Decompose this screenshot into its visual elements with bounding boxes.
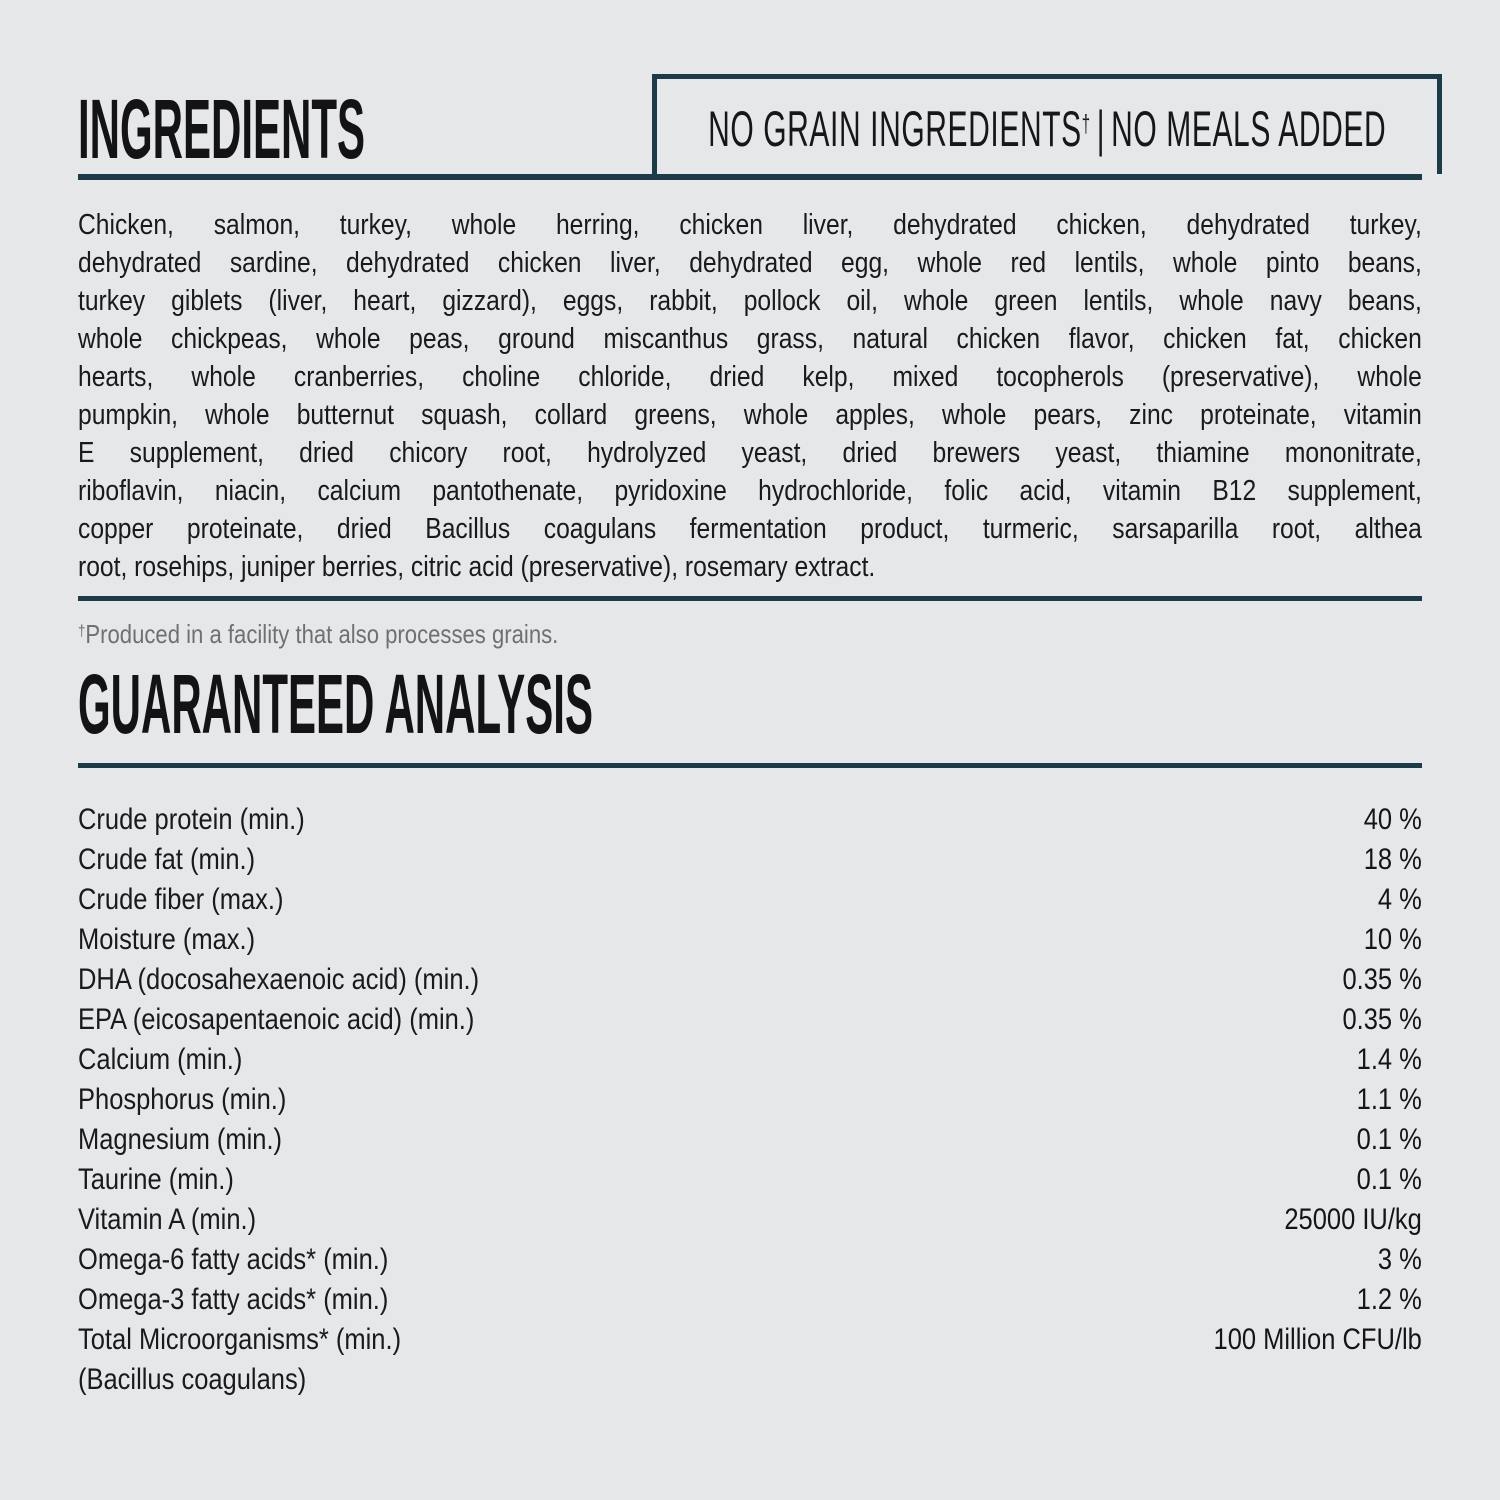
analysis-value: 1.2 % [1356,1283,1422,1317]
ingredients-line: dehydrated sardine, dehydrated chicken l… [78,247,1422,279]
table-row: Total Microorganisms* (min.) 100 Million … [78,1320,1422,1360]
table-row: (Bacillus coagulans) [78,1360,1422,1400]
table-row: Crude fat (min.) 18 % [78,840,1422,880]
analysis-value: 4 % [1377,883,1422,917]
divider-rule [78,763,1422,769]
table-row: Crude fiber (max.) 4 % [78,880,1422,920]
table-row: Vitamin A (min.) 25000 IU/kg [78,1200,1422,1240]
analysis-value: 18 % [1363,843,1422,877]
ingredients-header: INGREDIENTS NO GRAIN INGREDIENTS† | NO MEA… [78,74,1443,180]
ingredients-line: riboflavin, niacin, calcium pantothenate… [78,475,1422,507]
ingredients-line: whole chickpeas, whole peas, ground misc… [78,323,1422,355]
analysis-value: 40 % [1363,803,1422,837]
ingredients-line: root, rosehips, juniper berries, citric … [78,551,876,583]
analysis-value: 1.1 % [1356,1083,1422,1117]
analysis-value: 10 % [1363,923,1422,957]
analysis-label: EPA (eicosapentaenoic acid) (min.) [78,1003,475,1037]
badge-left-text: NO GRAIN INGREDIENTS [707,100,1082,157]
table-row: Moisture (max.) 10 % [78,920,1422,960]
ingredients-line: pumpkin, whole butternut squash, collard… [78,399,1422,431]
analysis-label: Crude fat (min.) [78,843,256,877]
analysis-value: 0.35 % [1342,963,1422,997]
analysis-label: Crude fiber (max.) [78,883,284,917]
ingredients-line: turkey giblets (liver, heart, gizzard), … [78,285,1422,317]
table-row: Calcium (min.) 1.4 % [78,1040,1422,1080]
analysis-label: Vitamin A (min.) [78,1203,257,1237]
analysis-label: Taurine (min.) [78,1163,234,1197]
table-row: Omega-3 fatty acids* (min.) 1.2 % [78,1280,1422,1320]
analysis-label: Omega-6 fatty acids* (min.) [78,1243,389,1277]
ingredients-line: Chicken, salmon, turkey, whole herring, … [78,209,1422,241]
analysis-value: 1.4 % [1356,1043,1422,1077]
ingredients-section: INGREDIENTS NO GRAIN INGREDIENTS† | NO MEA… [78,74,1443,651]
no-grain-badge: NO GRAIN INGREDIENTS† | NO MEALS ADDED [652,74,1443,174]
analysis-value: 3 % [1377,1243,1422,1277]
table-row: Crude protein (min.) 40 % [78,800,1422,840]
analysis-label: Crude protein (min.) [78,803,305,837]
ingredients-line: E supplement, dried chicory root, hydrol… [78,437,1422,469]
no-grain-badge-text: NO GRAIN INGREDIENTS† | NO MEALS ADDED [708,99,1386,154]
table-row: Taurine (min.) 0.1 % [78,1160,1422,1200]
badge-dagger: † [1081,110,1091,139]
ingredients-line: copper proteinate, dried Bacillus coagul… [78,513,1422,545]
table-row: Magnesium (min.) 0.1 % [78,1120,1422,1160]
footnote-dagger: † [78,623,86,640]
analysis-label: Total Microorganisms* (min.) [78,1323,402,1357]
analysis-label: Moisture (max.) [78,923,256,957]
analysis-value: 100 Million CFU/lb [1213,1323,1422,1357]
badge-right-text: NO MEALS ADDED [1111,100,1387,157]
analysis-label: Omega-3 fatty acids* (min.) [78,1283,389,1317]
analysis-label: DHA (docosahexaenoic acid) (min.) [78,963,480,997]
grain-footnote: †Produced in a facility that also proces… [78,615,1422,651]
analysis-label: (Bacillus coagulans) [78,1363,307,1397]
badge-separator: | [1096,100,1106,157]
guaranteed-analysis-title: GUARANTEED ANALYSIS [78,657,593,752]
ingredients-paragraph: Chicken, salmon, turkey, whole herring, … [78,206,1422,586]
table-row: Phosphorus (min.) 1.1 % [78,1080,1422,1120]
analysis-value: 0.1 % [1356,1163,1422,1197]
divider-rule [78,596,1422,601]
analysis-value: 25000 IU/kg [1284,1203,1422,1237]
ingredients-title: INGREDIENTS [78,82,366,176]
analysis-value: 0.35 % [1342,1003,1422,1037]
table-row: DHA (docosahexaenoic acid) (min.) 0.35 % [78,960,1422,1000]
analysis-label: Magnesium (min.) [78,1123,283,1157]
analysis-value: 0.1 % [1356,1123,1422,1157]
table-row: Omega-6 fatty acids* (min.) 3 % [78,1240,1422,1280]
ingredients-line: hearts, whole cranberries, choline chlor… [78,361,1422,393]
guaranteed-analysis-section: GUARANTEED ANALYSIS Crude protein (min.)… [78,657,1422,1400]
footnote-text: Produced in a facility that also process… [85,619,559,650]
table-row: EPA (eicosapentaenoic acid) (min.) 0.35 % [78,1000,1422,1040]
analysis-label: Calcium (min.) [78,1043,243,1077]
analysis-table: Crude protein (min.) 40 % Crude fat (min.… [78,800,1422,1400]
analysis-label: Phosphorus (min.) [78,1083,287,1117]
